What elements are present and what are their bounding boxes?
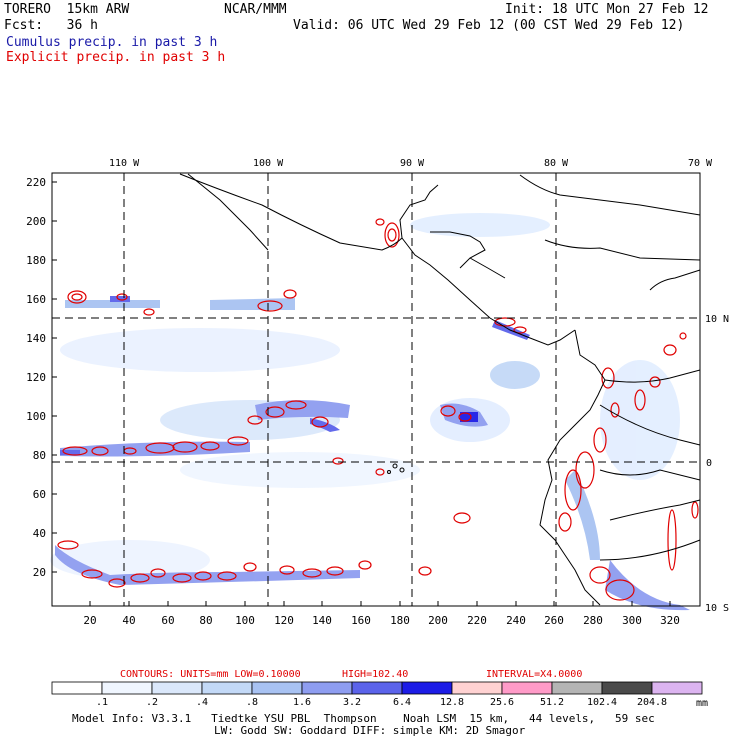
- colorbar-swatch: [151, 681, 203, 695]
- coastlines: [179, 173, 701, 606]
- x-tick-label: 320: [660, 614, 680, 627]
- y-tick-label: 20: [33, 566, 46, 579]
- colorbar-swatch: [551, 681, 603, 695]
- colorbar-swatch: [651, 681, 703, 695]
- x-tick-label: 80: [199, 614, 212, 627]
- y-tick-label: 100: [26, 410, 46, 423]
- y-tick-labels: 220 200 180 160 140 120 100 80 60 40 20: [26, 176, 46, 579]
- contour-info: CONTOURS: UNITS=mm LOW=0.10000 HIGH=102.…: [120, 669, 582, 680]
- lon-label: 70 W: [688, 158, 713, 169]
- model-info: Model Info: V3.3.1 Tiedtke YSU PBL Thomp…: [72, 712, 655, 725]
- x-tick-label: 180: [390, 614, 410, 627]
- colorbar-label: 3.2: [342, 697, 362, 708]
- colorbar-label: .1: [95, 697, 109, 708]
- colorbar-swatch: [301, 681, 353, 695]
- lon-label: 90 W: [400, 158, 425, 169]
- colorbar-label: 204.8: [636, 697, 668, 708]
- colorbar-label: 1.6: [292, 697, 312, 708]
- x-tick-label: 280: [583, 614, 603, 627]
- contour-interval: 4.0000: [546, 669, 582, 680]
- colorbar-swatch: [351, 681, 403, 695]
- x-tick-label: 240: [506, 614, 526, 627]
- explicit-precip-contours: [57, 218, 699, 601]
- lat-lon-grid: [52, 173, 700, 606]
- colorbar-swatch: [201, 681, 253, 695]
- init-time: Init: 18 UTC Mon 27 Feb 12: [505, 2, 709, 17]
- x-tick-labels: 20 40 60 80 100 120 140 160 180 200 220 …: [83, 614, 680, 627]
- y-tick-label: 160: [26, 293, 46, 306]
- colorbar-unit: mm: [696, 698, 708, 709]
- colorbar-swatch: [51, 681, 103, 695]
- y-tick-label: 80: [33, 449, 46, 462]
- y-tick-label: 140: [26, 332, 46, 345]
- axis-ticks: [52, 181, 671, 606]
- colorbar-label: .8: [245, 697, 259, 708]
- lat-labels: 10 N 0 10 S: [705, 314, 729, 614]
- colorbar-swatch: [101, 681, 153, 695]
- colorbar-label: 25.6: [489, 697, 515, 708]
- x-tick-label: 60: [161, 614, 174, 627]
- x-tick-label: 200: [428, 614, 448, 627]
- lon-label: 110 W: [109, 158, 140, 169]
- y-tick-label: 40: [33, 527, 46, 540]
- physics-info: LW: Godd SW: Goddard DIFF: simple KM: 2D…: [214, 724, 526, 737]
- contour-low: 0.10000: [258, 669, 300, 680]
- contour-high: 102.40: [372, 669, 408, 680]
- colorbar-label: .4: [195, 697, 209, 708]
- organization: NCAR/MMM: [224, 2, 287, 17]
- lon-label: 80 W: [544, 158, 569, 169]
- x-tick-label: 300: [622, 614, 642, 627]
- precip-shading: [50, 213, 690, 611]
- colorbar-swatch: [251, 681, 303, 695]
- lat-label: 10 N: [705, 314, 729, 325]
- colorbar-label: 51.2: [539, 697, 565, 708]
- lon-label: 100 W: [253, 158, 284, 169]
- lon-labels: 110 W 100 W 90 W 80 W 70 W: [109, 158, 713, 169]
- x-tick-label: 140: [312, 614, 332, 627]
- lat-label: 10 S: [705, 603, 729, 614]
- colorbar-label: 6.4: [392, 697, 412, 708]
- plot-frame: [51, 172, 701, 607]
- colorbar-swatch: [451, 681, 503, 695]
- contour-high-label: HIGH=: [342, 669, 372, 680]
- forecast-hour: Fcst: 36 h: [4, 18, 98, 33]
- colorbar: [51, 681, 703, 695]
- colorbar-label: .2: [145, 697, 159, 708]
- x-tick-label: 40: [122, 614, 135, 627]
- y-tick-label: 60: [33, 488, 46, 501]
- colorbar-label: 102.4: [586, 697, 618, 708]
- y-tick-label: 180: [26, 254, 46, 267]
- x-tick-label: 20: [83, 614, 96, 627]
- colorbar-swatch: [601, 681, 653, 695]
- contour-prefix: CONTOURS: UNITS=mm LOW=: [120, 669, 258, 680]
- colorbar-label: 12.8: [439, 697, 465, 708]
- x-tick-label: 220: [467, 614, 487, 627]
- colorbar-swatch: [501, 681, 553, 695]
- model-title: TORERO 15km ARW: [4, 2, 130, 17]
- legend-explicit: Explicit precip. in past 3 h: [6, 50, 226, 65]
- x-tick-label: 260: [544, 614, 564, 627]
- y-tick-label: 120: [26, 371, 46, 384]
- y-tick-label: 200: [26, 215, 46, 228]
- y-tick-label: 220: [26, 176, 46, 189]
- lat-label: 0: [706, 458, 712, 469]
- legend-cumulus: Cumulus precip. in past 3 h: [6, 35, 218, 50]
- x-tick-label: 160: [351, 614, 371, 627]
- valid-time: Valid: 06 UTC Wed 29 Feb 12 (00 CST Wed …: [293, 18, 685, 33]
- x-tick-label: 120: [274, 614, 294, 627]
- colorbar-swatch: [401, 681, 453, 695]
- x-tick-label: 100: [235, 614, 255, 627]
- contour-interval-label: INTERVAL=X: [486, 669, 546, 680]
